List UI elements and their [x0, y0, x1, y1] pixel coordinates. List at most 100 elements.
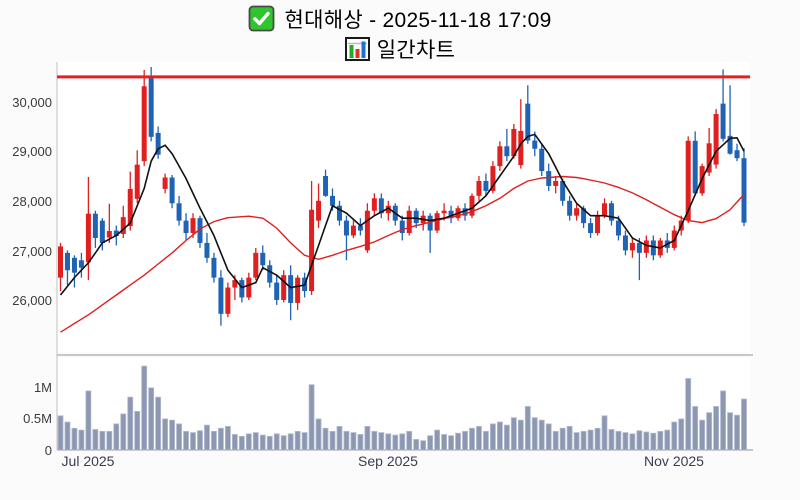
- volume-bar: [650, 432, 657, 451]
- candle-body-down: [581, 208, 587, 224]
- candle-body-down: [197, 218, 203, 243]
- volume-bar: [106, 430, 113, 451]
- volume-bar: [238, 435, 245, 451]
- volume-axis-label: 1M: [33, 380, 52, 395]
- volume-bar: [594, 427, 601, 451]
- volume-bar: [671, 421, 678, 451]
- volume-bar: [92, 429, 99, 451]
- checked-checkbox-icon[interactable]: [248, 5, 275, 32]
- ma-long-line: [60, 175, 745, 333]
- volume-bar: [162, 418, 169, 451]
- volume-bar: [120, 413, 127, 451]
- candle-body-down: [239, 280, 245, 298]
- candle-body-down: [741, 158, 747, 223]
- volume-bar: [273, 433, 280, 451]
- volume-bar: [587, 429, 594, 451]
- candle-body-up: [595, 215, 601, 234]
- volume-bar: [406, 430, 413, 451]
- candle-body-down: [622, 235, 628, 251]
- volume-bar: [64, 421, 71, 451]
- candle-body-down: [113, 230, 119, 236]
- candle-body-up: [602, 203, 608, 216]
- volume-bar: [615, 430, 622, 451]
- candle-body-down: [260, 252, 266, 266]
- x-axis-label: Nov 2025: [644, 453, 704, 469]
- candle-body-up: [476, 180, 482, 196]
- candle-body-down: [155, 132, 161, 155]
- title-row: 현대해상 - 2025-11-18 17:09: [0, 2, 800, 35]
- candle-body-up: [120, 217, 126, 235]
- volume-bar: [727, 412, 733, 451]
- volume-bar: [538, 419, 545, 451]
- candle-body-down: [176, 203, 182, 221]
- volume-bar: [601, 415, 608, 451]
- candle-body-down: [532, 140, 538, 149]
- candle-body-down: [183, 220, 189, 234]
- volume-bar: [224, 425, 231, 451]
- candle-body-down: [608, 203, 614, 221]
- volume-bar: [420, 440, 427, 451]
- volume-bar: [336, 425, 343, 451]
- candle-body-up: [127, 188, 133, 227]
- volume-bar: [301, 432, 308, 451]
- volume-bar: [448, 435, 454, 451]
- volume-bar: [204, 424, 210, 451]
- candle-body-down: [92, 213, 98, 238]
- candle-body-down: [615, 220, 621, 236]
- volume-bar: [692, 406, 699, 451]
- volume-bar: [343, 430, 350, 451]
- volume-bar: [573, 432, 580, 451]
- candle-body-down: [357, 225, 363, 231]
- candle-body-up: [309, 209, 315, 292]
- volume-bar: [713, 406, 720, 451]
- price-axis-label: 30,000: [12, 95, 52, 110]
- candle-body-down: [413, 210, 419, 224]
- volume-bar: [678, 418, 685, 451]
- candle-body-down: [448, 210, 454, 219]
- volume-bar: [294, 430, 301, 451]
- candle-body-up: [134, 164, 140, 199]
- candle-body-up: [246, 277, 252, 298]
- volume-bar: [643, 431, 650, 451]
- candle-body-down: [274, 282, 280, 300]
- candle-body-up: [511, 128, 517, 157]
- volume-bar: [510, 417, 517, 451]
- candle-body-down: [99, 220, 105, 243]
- x-axis-label: Sep 2025: [358, 453, 418, 469]
- volume-bar: [503, 424, 510, 451]
- volume-bar: [720, 390, 726, 451]
- candle-body-down: [504, 146, 510, 157]
- volume-bar: [531, 417, 538, 451]
- candle-body-down: [462, 208, 468, 216]
- candle-body-up: [441, 210, 447, 214]
- volume-bar: [85, 390, 92, 451]
- volume-bar: [580, 430, 587, 451]
- candle-body-up: [225, 287, 231, 314]
- candle-body-down: [218, 277, 224, 314]
- subtitle-row: 일간차트: [0, 35, 800, 62]
- candle-body-up: [141, 86, 147, 162]
- volume-bar: [57, 415, 64, 451]
- volume-bar: [517, 419, 524, 451]
- volume-bar: [385, 433, 392, 451]
- volume-bar: [308, 384, 315, 451]
- candle-body-down: [483, 180, 489, 191]
- volume-bar: [434, 429, 441, 451]
- volume-bar: [329, 430, 336, 451]
- candle-body-down: [204, 242, 210, 258]
- candle-body-up: [371, 198, 377, 211]
- candle-body-up: [685, 140, 691, 221]
- candle-body-up: [281, 275, 287, 300]
- price-axis-label: 29,000: [12, 144, 52, 159]
- candle-body-up: [106, 231, 112, 238]
- volume-bar: [462, 430, 468, 451]
- volume-bar: [706, 412, 713, 451]
- volume-bar: [378, 432, 385, 451]
- candle-body-down: [211, 257, 217, 278]
- volume-bar: [280, 435, 287, 451]
- volume-axis-label: 0: [44, 443, 52, 458]
- candle-body-up: [58, 246, 63, 278]
- volume-bar: [183, 430, 189, 451]
- volume-bar: [413, 439, 420, 451]
